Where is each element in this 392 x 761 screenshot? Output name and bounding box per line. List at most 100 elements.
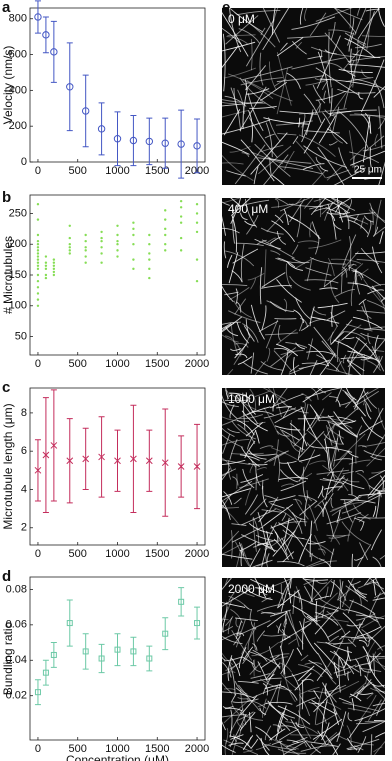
filament xyxy=(255,587,270,593)
filament xyxy=(238,647,247,669)
filament xyxy=(365,8,380,12)
x-axis-label: Concentration (μM) xyxy=(66,753,169,761)
filament xyxy=(311,169,327,185)
filament xyxy=(222,416,249,422)
filament xyxy=(308,659,333,679)
filament xyxy=(353,388,365,410)
filament xyxy=(313,684,340,713)
filament xyxy=(239,454,260,461)
filament xyxy=(224,95,247,107)
filament xyxy=(378,117,385,130)
filament xyxy=(323,268,348,287)
filament xyxy=(316,469,350,475)
filament xyxy=(350,60,355,68)
filament xyxy=(330,311,338,327)
filament xyxy=(329,579,335,597)
filament xyxy=(316,35,341,89)
x-tick-label: 500 xyxy=(69,358,87,370)
marker xyxy=(68,252,71,255)
filament xyxy=(280,649,294,675)
filament xyxy=(222,459,250,465)
filament xyxy=(250,38,253,71)
filament xyxy=(324,109,335,117)
filament xyxy=(360,678,372,694)
filament xyxy=(315,234,320,255)
filament xyxy=(331,198,356,211)
filament xyxy=(267,388,286,404)
filament xyxy=(225,326,239,337)
filament xyxy=(342,480,365,490)
filament xyxy=(276,279,302,303)
filament xyxy=(326,368,354,375)
filament xyxy=(347,671,350,681)
filament xyxy=(352,622,361,643)
marker xyxy=(116,243,119,246)
filament xyxy=(236,321,249,344)
error-bar xyxy=(34,679,41,706)
marker xyxy=(164,243,167,246)
x-tick-label: 1000 xyxy=(105,358,129,370)
filament xyxy=(349,146,365,161)
filament xyxy=(279,110,317,115)
filament xyxy=(222,334,239,343)
filament xyxy=(261,305,267,331)
filament xyxy=(277,521,308,526)
filament xyxy=(373,592,385,599)
y-tick-label: 250 xyxy=(9,207,27,219)
filament xyxy=(332,111,352,116)
filament xyxy=(361,395,365,406)
filament xyxy=(222,625,234,633)
filament xyxy=(372,653,375,676)
filament xyxy=(277,725,297,730)
filament xyxy=(362,720,385,733)
marker xyxy=(97,125,106,133)
filament xyxy=(280,350,289,375)
filament xyxy=(281,537,294,560)
filament xyxy=(297,665,315,682)
filament xyxy=(309,460,326,465)
error-bar xyxy=(146,645,153,672)
filament xyxy=(295,586,301,603)
filament xyxy=(268,495,296,503)
filament xyxy=(322,500,335,537)
filament xyxy=(374,133,379,147)
filament xyxy=(310,603,339,612)
filament xyxy=(372,597,385,601)
filament xyxy=(374,655,385,671)
marker xyxy=(194,620,201,627)
filament xyxy=(289,216,321,240)
filament xyxy=(230,701,240,715)
filament xyxy=(378,161,385,185)
filament xyxy=(352,584,365,599)
filament xyxy=(277,705,311,725)
error-bar xyxy=(98,102,105,156)
filament xyxy=(303,93,322,124)
filament xyxy=(298,533,312,564)
filament xyxy=(242,468,255,489)
image-label: 1000 μM xyxy=(228,392,275,406)
marker xyxy=(50,48,58,56)
filament xyxy=(249,464,254,474)
filament xyxy=(316,579,328,584)
filament xyxy=(256,734,270,751)
filament xyxy=(322,501,328,517)
filament xyxy=(252,540,274,548)
marker xyxy=(81,107,90,115)
filament xyxy=(222,401,239,408)
filament xyxy=(241,152,250,158)
filament xyxy=(331,305,333,327)
filament xyxy=(306,350,334,355)
marker xyxy=(195,212,199,215)
filament xyxy=(222,141,250,155)
filament xyxy=(228,661,236,696)
filament xyxy=(234,144,266,185)
filament xyxy=(279,166,323,175)
filament xyxy=(222,99,266,104)
filament xyxy=(231,693,237,703)
marker xyxy=(36,249,40,252)
y-tick-label: 4 xyxy=(21,483,27,495)
filament xyxy=(319,598,346,611)
filament xyxy=(270,518,295,529)
filament xyxy=(242,646,254,661)
filament xyxy=(294,498,309,520)
